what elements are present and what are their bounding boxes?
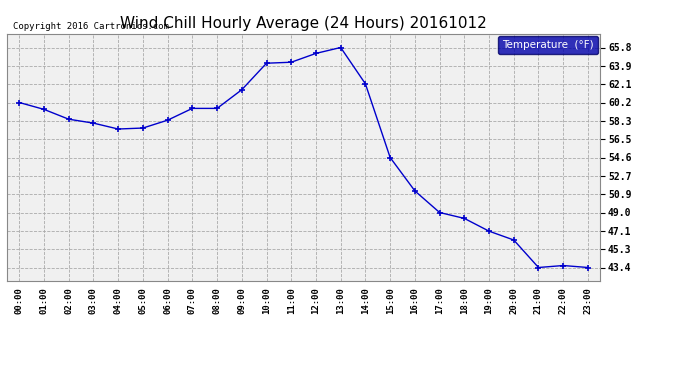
Title: Wind Chill Hourly Average (24 Hours) 20161012: Wind Chill Hourly Average (24 Hours) 201… <box>120 16 487 31</box>
Text: Copyright 2016 Cartronics.com: Copyright 2016 Cartronics.com <box>13 22 169 31</box>
Legend: Temperature  (°F): Temperature (°F) <box>498 36 598 54</box>
